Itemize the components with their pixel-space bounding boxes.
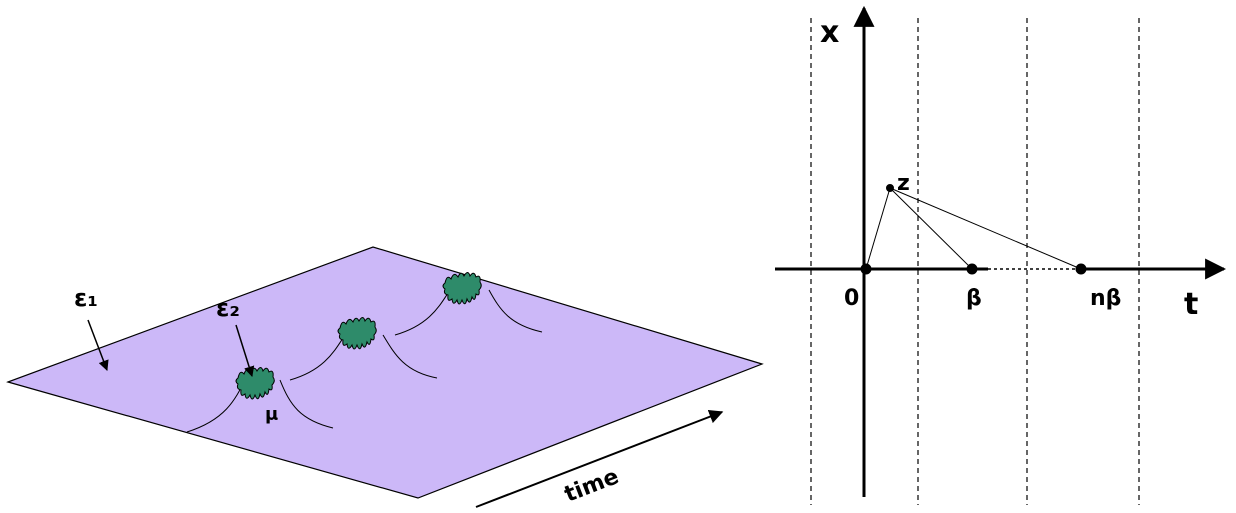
t-axis-label: t	[1184, 287, 1198, 322]
mu-label: μ	[265, 404, 278, 425]
z-label: z	[897, 171, 910, 196]
x-axis-label: x	[820, 15, 839, 50]
beta-label: β	[966, 286, 982, 311]
nbeta-label: nβ	[1090, 286, 1121, 311]
sheet	[6, 246, 764, 508]
eps1-label: ε₁	[74, 284, 98, 312]
eps2-label: ε₂	[216, 294, 240, 322]
zero-label: 0	[844, 286, 859, 311]
axes	[775, 5, 1227, 505]
